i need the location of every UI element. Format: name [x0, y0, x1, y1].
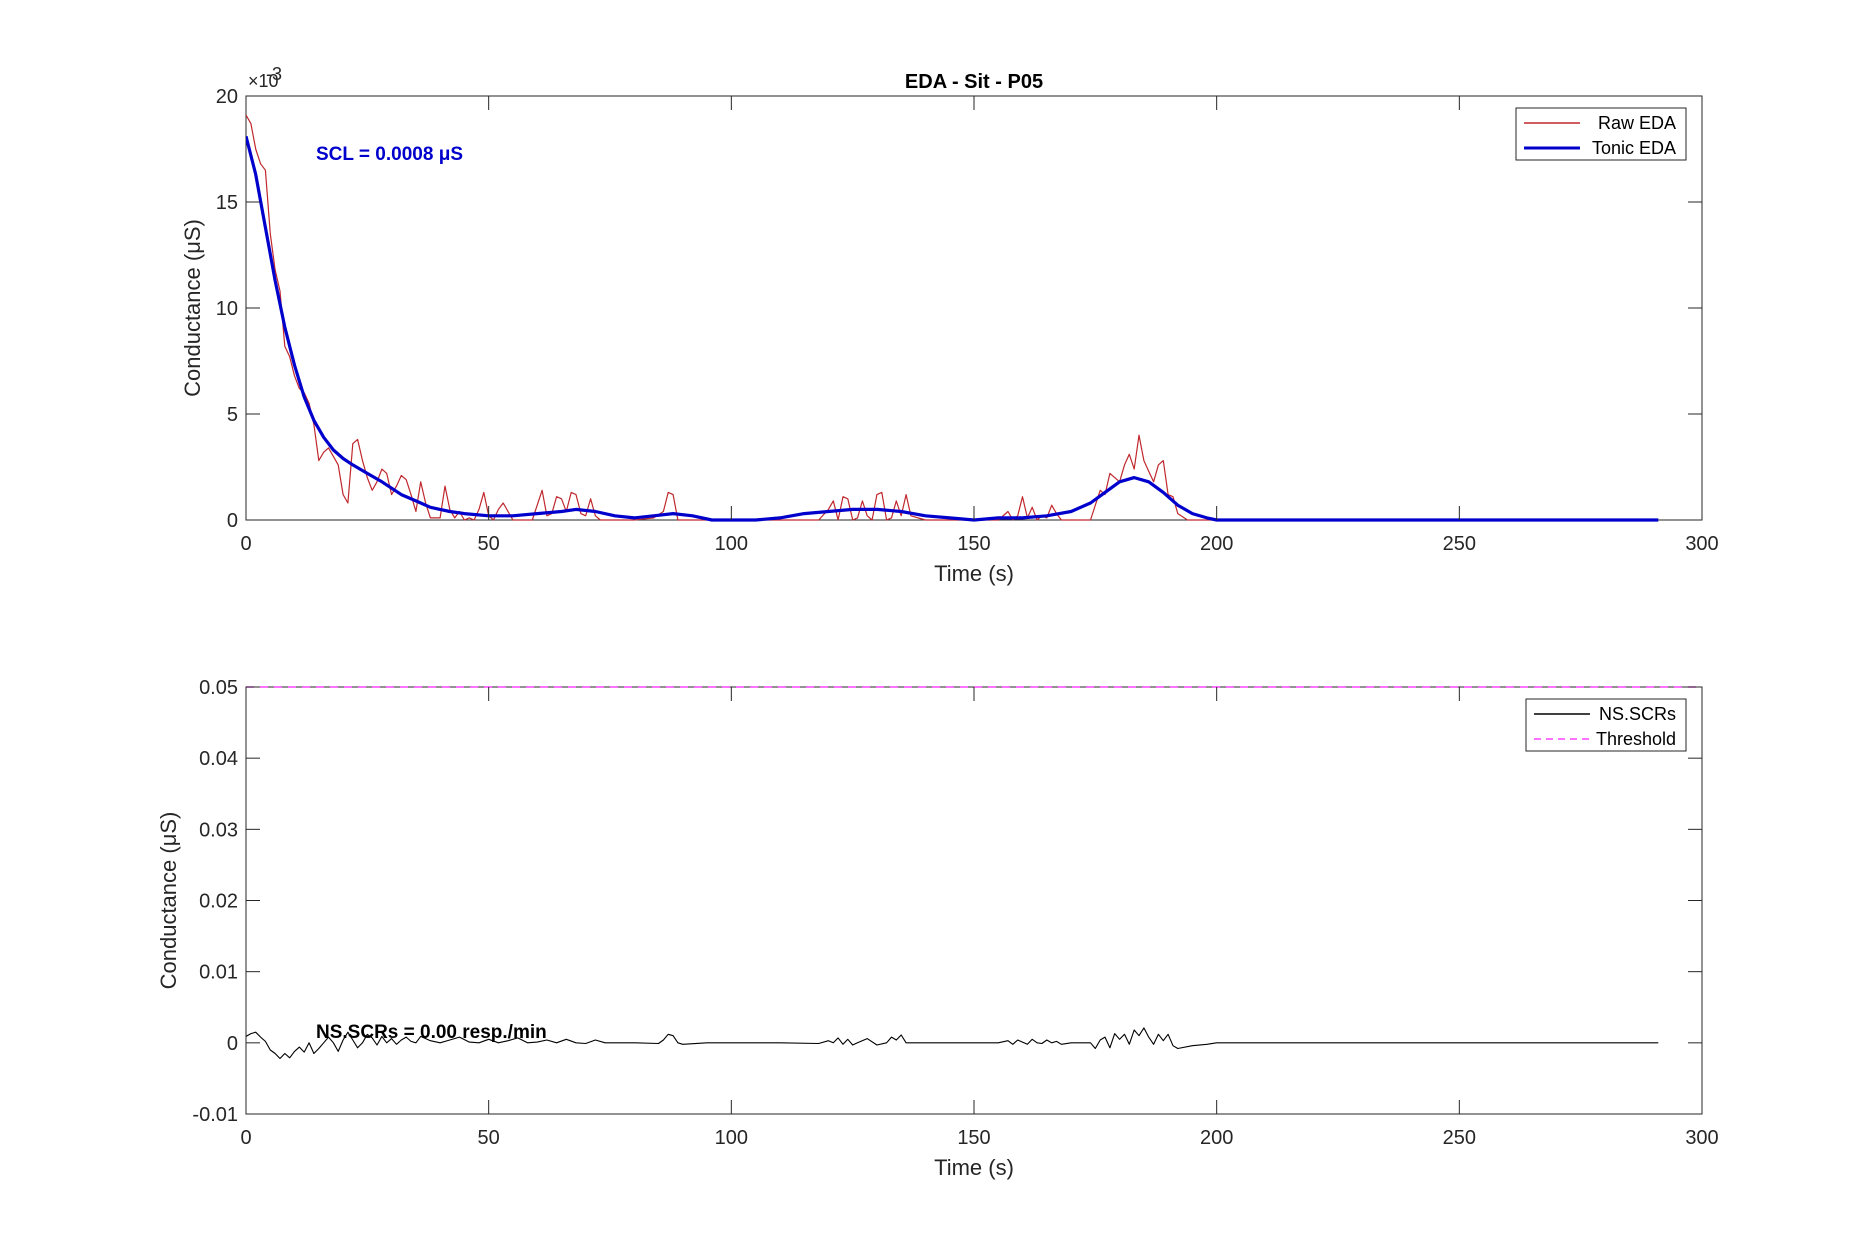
y-tick-label: 0 [227, 510, 238, 532]
x-tick-label: 300 [1685, 533, 1718, 555]
legend-label: NS.SCRs [1599, 704, 1676, 724]
y-tick-label: 0.01 [199, 962, 238, 984]
x-tick-label: 50 [478, 1127, 500, 1149]
top-chart-eda: 0 50 100 150 200 250 300 0 5 10 15 20 ×10-3 EDA - Sit… [180, 64, 1719, 586]
x-tick-label: 250 [1443, 533, 1476, 555]
series-group [246, 114, 1659, 522]
y-tick-label: 0.03 [199, 819, 238, 841]
legend-box [1515, 107, 1687, 161]
y-tick-label: 0.05 [199, 677, 238, 699]
x-tick-label: 300 [1685, 1127, 1718, 1149]
annotation-text: NS.SCRs = 0.00 resp./min [316, 1022, 547, 1043]
x-tick-label: 50 [478, 533, 500, 555]
y-tick-label: 0.04 [199, 748, 238, 770]
x-tick-label: 200 [1200, 1127, 1233, 1149]
x-tick-label: 250 [1443, 1127, 1476, 1149]
y-tick-label: 20 [216, 86, 238, 108]
legend-label: Threshold [1596, 729, 1676, 749]
series-line-ns-scrs [246, 1027, 1659, 1060]
legend: NS.SCRs Threshold [1525, 698, 1687, 752]
x-tick-label: 0 [240, 533, 251, 555]
y-tick-label: -0.01 [192, 1104, 238, 1126]
y-axis-label: Conductance (μS) [180, 219, 205, 397]
y-tick-label: 10 [216, 298, 238, 320]
x-axis-label: Time (s) [934, 561, 1014, 586]
x-axis-label: Time (s) [934, 1155, 1014, 1180]
y-exponent-label: ×10 [248, 71, 279, 91]
plot-area [245, 95, 1703, 521]
y-exponent-power: -3 [266, 64, 282, 84]
x-tick-label: 100 [715, 533, 748, 555]
bottom-chart-nsscrs: 0 50 100 150 200 250 300-0.0100.010.020.030.04… [156, 677, 1719, 1180]
y-axis-label: Conductance (μS) [156, 812, 181, 990]
x-tick-label: 150 [957, 1127, 990, 1149]
chart-title: EDA - Sit - P05 [905, 71, 1043, 93]
y-tick-label: 0 [227, 1033, 238, 1055]
x-tick-label: 150 [957, 533, 990, 555]
x-tick-label: 0 [240, 1127, 251, 1149]
legend: Raw EDA Tonic EDA [1515, 107, 1687, 161]
series-line-raw-eda [246, 114, 1659, 521]
annotation-text: SCL = 0.0008 μS [316, 144, 463, 165]
y-tick-label: 0.02 [199, 891, 238, 913]
plot-area [245, 686, 1703, 1115]
x-tick-label: 200 [1200, 533, 1233, 555]
legend-box [1525, 698, 1687, 752]
x-tick-label: 100 [715, 1127, 748, 1149]
legend-label: Raw EDA [1598, 113, 1676, 133]
legend-label: Tonic EDA [1592, 138, 1676, 158]
series-line-tonic-eda [246, 135, 1659, 522]
y-tick-label: 15 [216, 192, 238, 214]
y-tick-label: 5 [227, 404, 238, 426]
